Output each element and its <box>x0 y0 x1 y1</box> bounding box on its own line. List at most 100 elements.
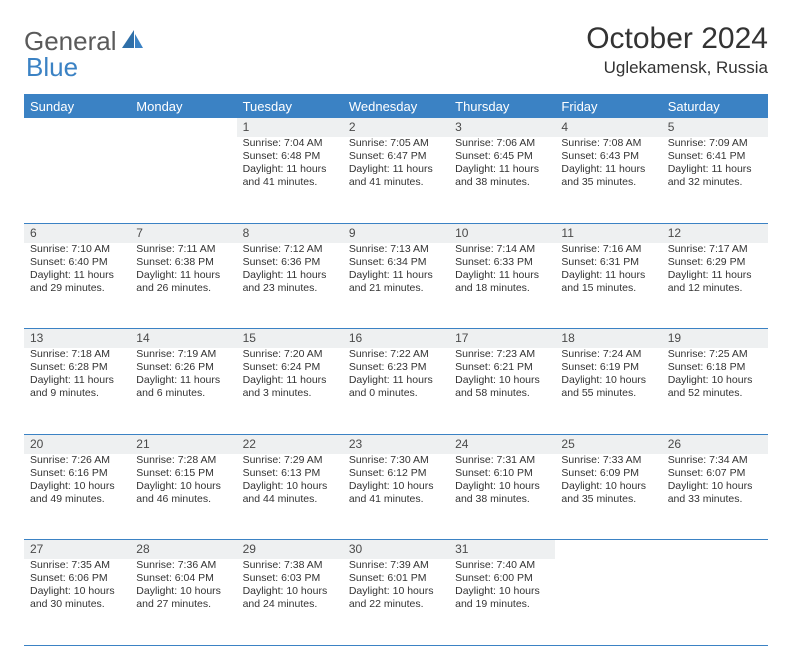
sunset-line: Sunset: 6:16 PM <box>30 467 124 480</box>
day-number-cell: 1 <box>237 118 343 137</box>
day-cell: Sunrise: 7:13 AMSunset: 6:34 PMDaylight:… <box>343 243 449 329</box>
sail-icon <box>120 28 146 55</box>
day-cell <box>555 559 661 645</box>
day-cell: Sunrise: 7:11 AMSunset: 6:38 PMDaylight:… <box>130 243 236 329</box>
daynum-row: 13141516171819 <box>24 329 768 349</box>
day-number-cell: 28 <box>130 540 236 560</box>
sunrise-line: Sunrise: 7:17 AM <box>668 243 762 256</box>
daylight-line: Daylight: 10 hours and 55 minutes. <box>561 374 655 400</box>
calendar-table: Sunday Monday Tuesday Wednesday Thursday… <box>24 94 768 646</box>
sunrise-line: Sunrise: 7:09 AM <box>668 137 762 150</box>
daynum-row: 12345 <box>24 118 768 137</box>
day-cell: Sunrise: 7:19 AMSunset: 6:26 PMDaylight:… <box>130 348 236 434</box>
content-row: Sunrise: 7:35 AMSunset: 6:06 PMDaylight:… <box>24 559 768 645</box>
day-number-cell: 17 <box>449 329 555 349</box>
day-cell: Sunrise: 7:29 AMSunset: 6:13 PMDaylight:… <box>237 454 343 540</box>
daylight-line: Daylight: 11 hours and 9 minutes. <box>30 374 124 400</box>
sunset-line: Sunset: 6:45 PM <box>455 150 549 163</box>
page: General October 2024 Uglekamensk, Russia… <box>0 0 792 656</box>
sunset-line: Sunset: 6:15 PM <box>136 467 230 480</box>
day-cell: Sunrise: 7:06 AMSunset: 6:45 PMDaylight:… <box>449 137 555 223</box>
sunset-line: Sunset: 6:41 PM <box>668 150 762 163</box>
location: Uglekamensk, Russia <box>586 58 768 78</box>
sunset-line: Sunset: 6:00 PM <box>455 572 549 585</box>
sunset-line: Sunset: 6:31 PM <box>561 256 655 269</box>
daylight-line: Daylight: 10 hours and 38 minutes. <box>455 480 549 506</box>
logo-blue-line: Blue <box>26 52 78 83</box>
sunrise-line: Sunrise: 7:30 AM <box>349 454 443 467</box>
day-cell: Sunrise: 7:09 AMSunset: 6:41 PMDaylight:… <box>662 137 768 223</box>
day-number-cell: 3 <box>449 118 555 137</box>
sunset-line: Sunset: 6:38 PM <box>136 256 230 269</box>
sunrise-line: Sunrise: 7:18 AM <box>30 348 124 361</box>
logo-text-blue: Blue <box>26 52 78 82</box>
sunset-line: Sunset: 6:10 PM <box>455 467 549 480</box>
day-cell: Sunrise: 7:35 AMSunset: 6:06 PMDaylight:… <box>24 559 130 645</box>
daylight-line: Daylight: 10 hours and 22 minutes. <box>349 585 443 611</box>
daylight-line: Daylight: 11 hours and 38 minutes. <box>455 163 549 189</box>
sunrise-line: Sunrise: 7:08 AM <box>561 137 655 150</box>
day-number-cell: 8 <box>237 223 343 243</box>
weekday-header: Thursday <box>449 94 555 118</box>
sunset-line: Sunset: 6:29 PM <box>668 256 762 269</box>
day-number-cell <box>662 540 768 560</box>
day-number-cell: 4 <box>555 118 661 137</box>
sunset-line: Sunset: 6:33 PM <box>455 256 549 269</box>
day-number-cell: 13 <box>24 329 130 349</box>
daylight-line: Daylight: 10 hours and 35 minutes. <box>561 480 655 506</box>
day-cell <box>662 559 768 645</box>
sunset-line: Sunset: 6:24 PM <box>243 361 337 374</box>
day-cell: Sunrise: 7:26 AMSunset: 6:16 PMDaylight:… <box>24 454 130 540</box>
daylight-line: Daylight: 10 hours and 19 minutes. <box>455 585 549 611</box>
day-cell <box>130 137 236 223</box>
day-number-cell: 19 <box>662 329 768 349</box>
daylight-line: Daylight: 10 hours and 44 minutes. <box>243 480 337 506</box>
daylight-line: Daylight: 11 hours and 41 minutes. <box>243 163 337 189</box>
day-number-cell: 25 <box>555 434 661 454</box>
day-cell: Sunrise: 7:18 AMSunset: 6:28 PMDaylight:… <box>24 348 130 434</box>
sunrise-line: Sunrise: 7:31 AM <box>455 454 549 467</box>
day-number-cell: 16 <box>343 329 449 349</box>
day-cell: Sunrise: 7:36 AMSunset: 6:04 PMDaylight:… <box>130 559 236 645</box>
daylight-line: Daylight: 11 hours and 21 minutes. <box>349 269 443 295</box>
day-cell: Sunrise: 7:12 AMSunset: 6:36 PMDaylight:… <box>237 243 343 329</box>
day-cell <box>24 137 130 223</box>
weekday-header: Wednesday <box>343 94 449 118</box>
day-number-cell: 15 <box>237 329 343 349</box>
weekday-header: Sunday <box>24 94 130 118</box>
day-cell: Sunrise: 7:05 AMSunset: 6:47 PMDaylight:… <box>343 137 449 223</box>
sunset-line: Sunset: 6:28 PM <box>30 361 124 374</box>
sunrise-line: Sunrise: 7:20 AM <box>243 348 337 361</box>
daylight-line: Daylight: 11 hours and 0 minutes. <box>349 374 443 400</box>
sunrise-line: Sunrise: 7:24 AM <box>561 348 655 361</box>
sunset-line: Sunset: 6:09 PM <box>561 467 655 480</box>
content-row: Sunrise: 7:10 AMSunset: 6:40 PMDaylight:… <box>24 243 768 329</box>
sunrise-line: Sunrise: 7:34 AM <box>668 454 762 467</box>
day-number-cell: 7 <box>130 223 236 243</box>
day-cell: Sunrise: 7:39 AMSunset: 6:01 PMDaylight:… <box>343 559 449 645</box>
daylight-line: Daylight: 10 hours and 24 minutes. <box>243 585 337 611</box>
sunrise-line: Sunrise: 7:25 AM <box>668 348 762 361</box>
day-number-cell: 26 <box>662 434 768 454</box>
day-number-cell: 20 <box>24 434 130 454</box>
day-number-cell: 14 <box>130 329 236 349</box>
sunrise-line: Sunrise: 7:04 AM <box>243 137 337 150</box>
daylight-line: Daylight: 11 hours and 12 minutes. <box>668 269 762 295</box>
day-cell: Sunrise: 7:23 AMSunset: 6:21 PMDaylight:… <box>449 348 555 434</box>
daylight-line: Daylight: 11 hours and 3 minutes. <box>243 374 337 400</box>
day-cell: Sunrise: 7:17 AMSunset: 6:29 PMDaylight:… <box>662 243 768 329</box>
content-row: Sunrise: 7:04 AMSunset: 6:48 PMDaylight:… <box>24 137 768 223</box>
day-cell: Sunrise: 7:22 AMSunset: 6:23 PMDaylight:… <box>343 348 449 434</box>
day-number-cell: 30 <box>343 540 449 560</box>
day-cell: Sunrise: 7:10 AMSunset: 6:40 PMDaylight:… <box>24 243 130 329</box>
sunrise-line: Sunrise: 7:19 AM <box>136 348 230 361</box>
daylight-line: Daylight: 11 hours and 35 minutes. <box>561 163 655 189</box>
day-number-cell: 21 <box>130 434 236 454</box>
sunrise-line: Sunrise: 7:33 AM <box>561 454 655 467</box>
day-number-cell: 24 <box>449 434 555 454</box>
sunset-line: Sunset: 6:04 PM <box>136 572 230 585</box>
daynum-row: 20212223242526 <box>24 434 768 454</box>
daylight-line: Daylight: 10 hours and 49 minutes. <box>30 480 124 506</box>
daylight-line: Daylight: 10 hours and 46 minutes. <box>136 480 230 506</box>
day-cell: Sunrise: 7:04 AMSunset: 6:48 PMDaylight:… <box>237 137 343 223</box>
